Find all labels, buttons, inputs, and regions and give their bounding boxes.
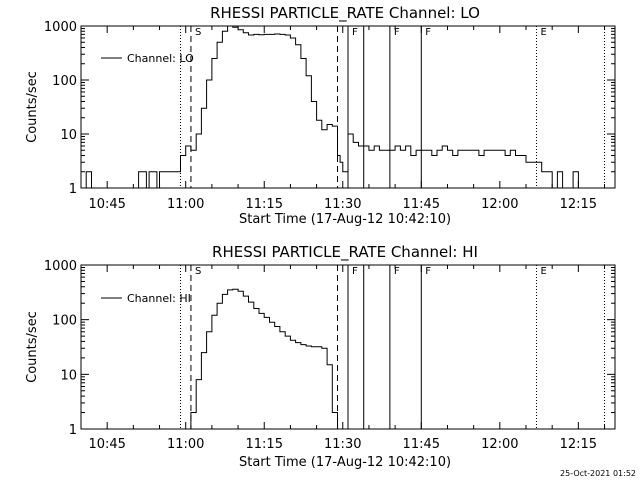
y-axis-label-lo: Counts/sec: [25, 71, 40, 143]
x-tick-label: 11:30: [324, 437, 361, 452]
x-ticks-lo: 10:45 11:00 11:15 11:30 11:45 12:00 12:15: [80, 26, 606, 212]
event-marker-label: S: [195, 266, 201, 277]
x-tick-label: 12:15: [560, 437, 597, 452]
x-tick-label: 11:15: [246, 437, 283, 452]
y-tick-label: 1: [69, 423, 77, 438]
x-tick-label: 12:15: [560, 197, 597, 212]
x-axis-label-hi: Start Time (17-Aug-12 10:42:10): [239, 455, 451, 470]
timestamp-footer: 25-Oct-2021 01:52: [560, 469, 636, 478]
x-tick-label: 11:00: [167, 197, 204, 212]
legend-label-lo: Channel: LO: [127, 52, 194, 65]
y-tick-label: 100: [52, 74, 77, 89]
x-tick-label: 12:00: [481, 197, 518, 212]
y-tick-label: 10: [60, 368, 77, 383]
y-tick-label: 1: [69, 182, 77, 197]
y-tick-label: 1000: [44, 259, 77, 274]
event-marker-label: F: [425, 266, 431, 277]
y-tick-label: 1000: [44, 20, 77, 35]
event-marker-label: F: [352, 27, 358, 38]
y-tick-label: 100: [52, 314, 77, 329]
event-marker-label: E: [540, 266, 546, 277]
x-tick-label: 11:45: [403, 197, 440, 212]
y-axis-label-hi: Counts/sec: [25, 311, 40, 383]
x-tick-label: 10:45: [88, 437, 125, 452]
y-ticks-lo: 1 10 100 1000: [44, 20, 615, 197]
hi-channel-panel: RHESSI PARTICLE_RATE Channel: HI Counts/…: [25, 243, 616, 470]
lo-channel-panel: RHESSI PARTICLE_RATE Channel: LO Counts/…: [25, 4, 616, 227]
event-marker-label: F: [394, 266, 400, 277]
legend-label-hi: Channel: HI: [127, 292, 191, 305]
x-tick-label: 11:00: [167, 437, 204, 452]
x-tick-label: 11:15: [246, 197, 283, 212]
event-marker-label: S: [195, 27, 201, 38]
series-line-lo: [81, 25, 605, 189]
y-ticks-hi: 1 10 100 1000: [44, 259, 615, 438]
event-marker-label: F: [352, 266, 358, 277]
y-tick-label: 10: [60, 128, 77, 143]
series-line-hi: [188, 288, 338, 430]
chart-title-hi: RHESSI PARTICLE_RATE Channel: HI: [212, 243, 478, 262]
x-axis-label-lo: Start Time (17-Aug-12 10:42:10): [239, 212, 451, 227]
event-marker-label: E: [540, 27, 546, 38]
chart-title-lo: RHESSI PARTICLE_RATE Channel: LO: [210, 4, 480, 23]
x-tick-label: 12:00: [481, 437, 518, 452]
x-tick-label: 11:30: [324, 197, 361, 212]
x-tick-label: 10:45: [88, 197, 125, 212]
event-marker-label: F: [394, 27, 400, 38]
event-marker-label: F: [425, 27, 431, 38]
x-tick-label: 11:45: [403, 437, 440, 452]
